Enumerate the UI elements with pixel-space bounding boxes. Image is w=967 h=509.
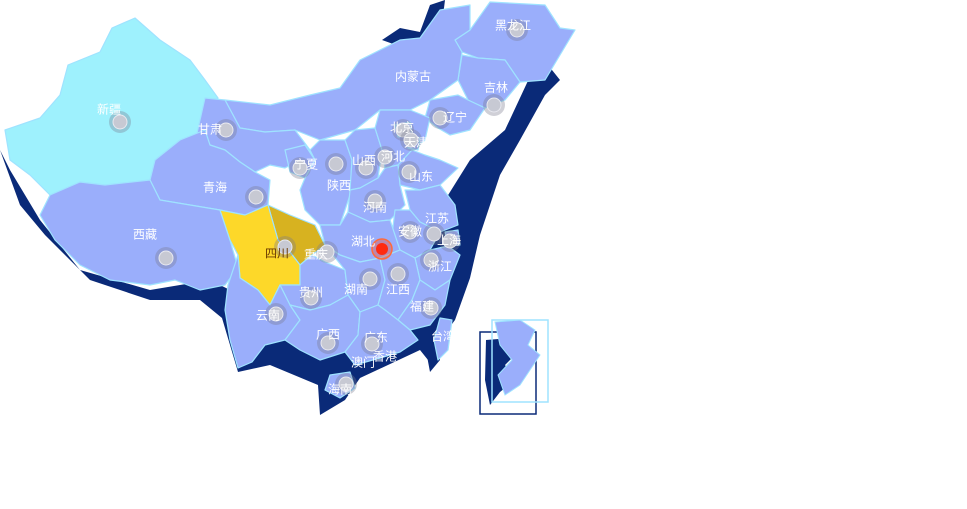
label-hunan: 湖南 <box>344 282 368 297</box>
label-ningxia: 宁夏 <box>294 157 318 172</box>
label-qinghai: 青海 <box>203 180 227 195</box>
marker-guangxi[interactable] <box>320 335 336 351</box>
marker-beijing[interactable] <box>395 122 411 138</box>
label-xianggang: 香港 <box>373 350 397 364</box>
label-shandong: 山东 <box>409 170 433 184</box>
label-heilongjiang: 黑龙江 <box>495 19 531 33</box>
label-liaoning: 辽宁 <box>443 110 467 125</box>
marker-hainan[interactable] <box>338 376 354 392</box>
label-xizang: 西藏 <box>133 228 157 242</box>
province-jilin[interactable] <box>457 54 521 109</box>
marker-heilongjiang[interactable] <box>509 22 525 38</box>
provinces <box>4 1 576 399</box>
province-shandong[interactable] <box>397 149 459 191</box>
label-tianjin: 天津 <box>404 136 428 150</box>
label-shaanxi: 陕西 <box>327 178 351 193</box>
label-aomen: 澳门 <box>351 355 375 370</box>
label-chongqing: 重庆 <box>304 248 328 262</box>
province-neimenggu[interactable] <box>224 4 471 141</box>
label-guizhou: 贵州 <box>299 286 323 300</box>
inset-islands <box>494 319 541 396</box>
marker-hebei[interactable] <box>377 149 393 165</box>
marker-shanxi[interactable] <box>358 160 374 176</box>
marker-hunan[interactable] <box>362 271 378 287</box>
marker-sichuan[interactable] <box>277 239 293 255</box>
label-neimenggu: 内蒙古 <box>395 69 431 84</box>
label-shanxi: 山西 <box>352 154 376 168</box>
marker-guangdong[interactable] <box>364 336 380 352</box>
marker-jiangsu[interactable] <box>426 226 442 242</box>
province-guangdong[interactable] <box>344 304 419 366</box>
marker-jiangxi[interactable] <box>390 266 406 282</box>
marker-xinjiang[interactable] <box>112 114 128 130</box>
marker-shandong[interactable] <box>401 164 417 180</box>
marker-guizhou[interactable] <box>303 290 319 306</box>
label-sichuan: 四川 <box>265 247 289 261</box>
label-beijing: 北京 <box>390 121 414 135</box>
marker-xizang[interactable] <box>158 250 174 266</box>
label-jilin: 吉林 <box>484 81 508 95</box>
label-shanghai: 上海 <box>437 233 461 248</box>
label-xinjiang: 新疆 <box>97 102 121 117</box>
marker-yunnan[interactable] <box>268 306 284 322</box>
label-anhui: 安徽 <box>398 224 422 239</box>
label-jiangxi: 江西 <box>386 283 410 297</box>
marker-ningxia[interactable] <box>292 160 308 176</box>
city-markers <box>109 19 528 395</box>
marker-chongqing[interactable] <box>319 244 335 260</box>
marker-tianjin[interactable] <box>403 132 419 148</box>
marker-henan[interactable] <box>367 193 383 209</box>
marker-anhui[interactable] <box>402 224 418 240</box>
south-china-sea-inset <box>479 319 549 415</box>
marker-jilin[interactable] <box>486 97 502 113</box>
marker-fujian[interactable] <box>423 300 439 316</box>
province-taiwan[interactable] <box>433 317 453 361</box>
label-henan: 河南 <box>363 200 387 215</box>
marker-liaoning[interactable] <box>432 110 448 126</box>
label-yunnan: 云南 <box>256 308 280 323</box>
label-hubei: 湖北 <box>351 234 375 249</box>
label-hebei: 河北 <box>381 150 405 164</box>
label-fujian: 福建 <box>410 299 434 314</box>
label-guangxi: 广西 <box>316 328 340 342</box>
hotspot-marker-hubei[interactable] <box>376 243 388 255</box>
marker-zhejiang[interactable] <box>423 252 439 268</box>
label-gansu: 甘肃 <box>198 123 222 137</box>
label-taiwan: 台湾 <box>431 329 455 344</box>
label-guangdong: 广东 <box>364 331 388 345</box>
label-hainan: 海南 <box>328 382 352 397</box>
marker-shanghai[interactable] <box>442 233 458 249</box>
marker-gansu[interactable] <box>218 122 234 138</box>
label-jiangsu: 江苏 <box>425 212 449 226</box>
marker-qinghai[interactable] <box>248 189 264 205</box>
label-zhejiang: 浙江 <box>428 260 452 274</box>
marker-shaanxi[interactable] <box>328 156 344 172</box>
